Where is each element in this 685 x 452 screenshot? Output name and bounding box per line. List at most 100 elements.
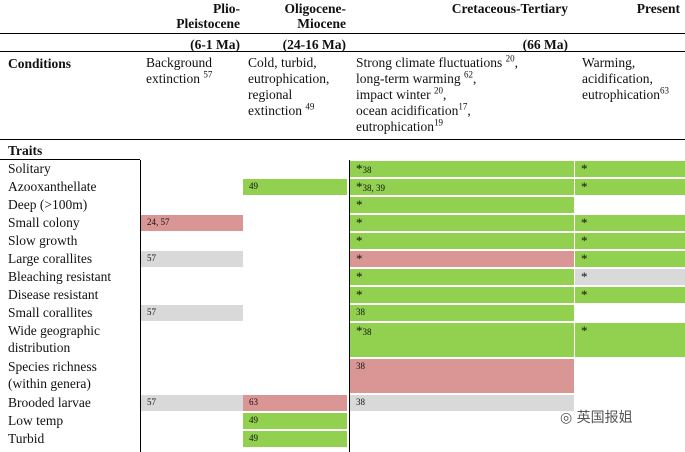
- conditions-line: eutrophication63: [582, 85, 685, 103]
- conditions-rule: [0, 139, 685, 140]
- conditions-text: ,: [467, 103, 471, 118]
- trait-cell-kt: *38: [350, 323, 574, 357]
- cell-value: *: [581, 269, 588, 284]
- trait-name: Deep (>100m): [8, 197, 88, 212]
- cell-value: *: [356, 287, 363, 302]
- trait-cell-oligo: 49: [243, 413, 347, 429]
- trait-name: Azooxanthellate: [8, 179, 97, 194]
- conditions-line: extinction 49: [248, 101, 348, 119]
- conditions-text: Warming,: [582, 55, 636, 70]
- conditions-line: extinction 57: [146, 69, 242, 87]
- conditions-present: Warming, acidification, eutrophication63: [582, 55, 685, 103]
- conditions-line: Warming,: [582, 55, 685, 71]
- trait-cell-kt: *38, 39: [350, 179, 574, 195]
- trait-cell-kt: *: [350, 197, 574, 213]
- cell-value: *: [581, 161, 588, 176]
- col-header-present: Present: [636, 1, 680, 16]
- conditions-oligo: Cold, turbid, eutrophication, regional exti…: [248, 55, 348, 119]
- cell-value: *: [356, 179, 363, 194]
- citation-superscript: 19: [433, 117, 443, 128]
- cell-value: 49: [249, 415, 258, 425]
- col-header-plio: Plio- Pleistocene: [176, 1, 240, 31]
- watermark-text: 英国报姐: [576, 410, 633, 426]
- trait-cell-present: *: [575, 251, 685, 267]
- cell-value: 57: [147, 307, 156, 317]
- cell-value: 57: [147, 253, 156, 263]
- citation-superscript: 63: [659, 85, 669, 96]
- period-oligo: (24-16 Ma): [282, 37, 346, 52]
- trait-name: Slow growth: [8, 233, 78, 248]
- trait-cell-kt: *: [350, 215, 574, 231]
- cell-citation: 38: [362, 327, 372, 337]
- trait-cell-kt: *: [350, 287, 574, 303]
- trait-cell-oligo: 49: [243, 431, 347, 447]
- cell-value: 38: [356, 397, 365, 407]
- conditions-line: eutrophication,: [248, 71, 348, 87]
- trait-name: Solitary: [8, 161, 51, 176]
- conditions-text: eutrophication: [356, 119, 434, 134]
- traits-label: Traits: [8, 143, 43, 158]
- trait-cell-oligo: 49: [243, 179, 347, 195]
- conditions-line: eutrophication19: [356, 117, 574, 135]
- trait-name: Turbid: [8, 431, 45, 446]
- cell-value: *: [581, 215, 588, 230]
- cell-value: *: [356, 251, 363, 266]
- trait-name: Species richness (within genera): [8, 359, 97, 391]
- trait-cell-oligo: 63: [243, 395, 347, 411]
- trait-cell-plio: 57: [141, 395, 243, 411]
- cell-value: *: [356, 269, 363, 284]
- column-divider-traits: [140, 160, 141, 452]
- conditions-text: long-term warming: [356, 71, 464, 86]
- cell-value: 24, 57: [147, 217, 170, 227]
- cell-value: 38: [356, 307, 365, 317]
- period-kt: (66 Ma): [522, 37, 568, 52]
- conditions-line: Strong climate fluctuations 20,: [356, 53, 574, 71]
- citation-superscript: 17: [458, 101, 468, 112]
- conditions-plio: Background extinction 57: [146, 55, 242, 87]
- trait-cell-present: *: [575, 323, 685, 357]
- trait-cell-present: *: [575, 287, 685, 303]
- traits-rule: [0, 159, 140, 160]
- trait-name: Disease resistant: [8, 287, 99, 302]
- col-header-kt: Cretaceous-Tertiary: [451, 1, 568, 16]
- trait-name: Large corallites: [8, 251, 93, 266]
- conditions-line: acidification,: [582, 71, 685, 87]
- conditions-text: Cold, turbid,: [248, 55, 317, 70]
- wechat-icon: ◎: [560, 410, 573, 426]
- cell-value: *: [356, 215, 363, 230]
- trait-cell-present: *: [575, 161, 685, 177]
- trait-cell-kt: 38: [350, 359, 574, 393]
- citation-superscript: 57: [203, 69, 213, 80]
- conditions-line: regional: [248, 87, 348, 103]
- trait-name: Bleaching resistant: [8, 269, 112, 284]
- cell-value: *: [581, 251, 588, 266]
- conditions-text: impact winter: [356, 87, 434, 102]
- cell-value: 38: [356, 361, 365, 371]
- trait-cell-kt: *38: [350, 161, 574, 177]
- citation-superscript: 49: [305, 101, 315, 112]
- cell-value: *: [356, 323, 363, 338]
- conditions-text: Strong climate fluctuations: [356, 55, 506, 70]
- cell-value: 49: [249, 433, 258, 443]
- citation-superscript: 20: [433, 85, 443, 96]
- trait-cell-plio: 57: [141, 251, 243, 267]
- cell-value: 49: [249, 181, 258, 191]
- cell-citation: 38, 39: [362, 183, 386, 193]
- conditions-text: ,: [472, 71, 477, 86]
- trait-name: Wide geographic distribution: [8, 323, 101, 355]
- citation-superscript: 20: [505, 53, 515, 64]
- cell-value: 57: [147, 397, 156, 407]
- trait-cell-kt: 38: [350, 395, 574, 411]
- conditions-text: acidification,: [582, 71, 653, 86]
- trait-cell-plio: 24, 57: [141, 215, 243, 231]
- trait-name: Low temp: [8, 413, 64, 428]
- trait-cell-kt: *: [350, 251, 574, 267]
- cell-value: *: [356, 197, 363, 212]
- watermark: ◎ 英国报姐: [560, 407, 633, 427]
- trait-cell-present: *: [575, 179, 685, 195]
- conditions-text: eutrophication: [582, 87, 660, 102]
- citation-superscript: 62: [463, 69, 473, 80]
- conditions-text: Background: [146, 55, 212, 70]
- cell-value: *: [581, 233, 588, 248]
- trait-name: Brooded larvae: [8, 395, 91, 410]
